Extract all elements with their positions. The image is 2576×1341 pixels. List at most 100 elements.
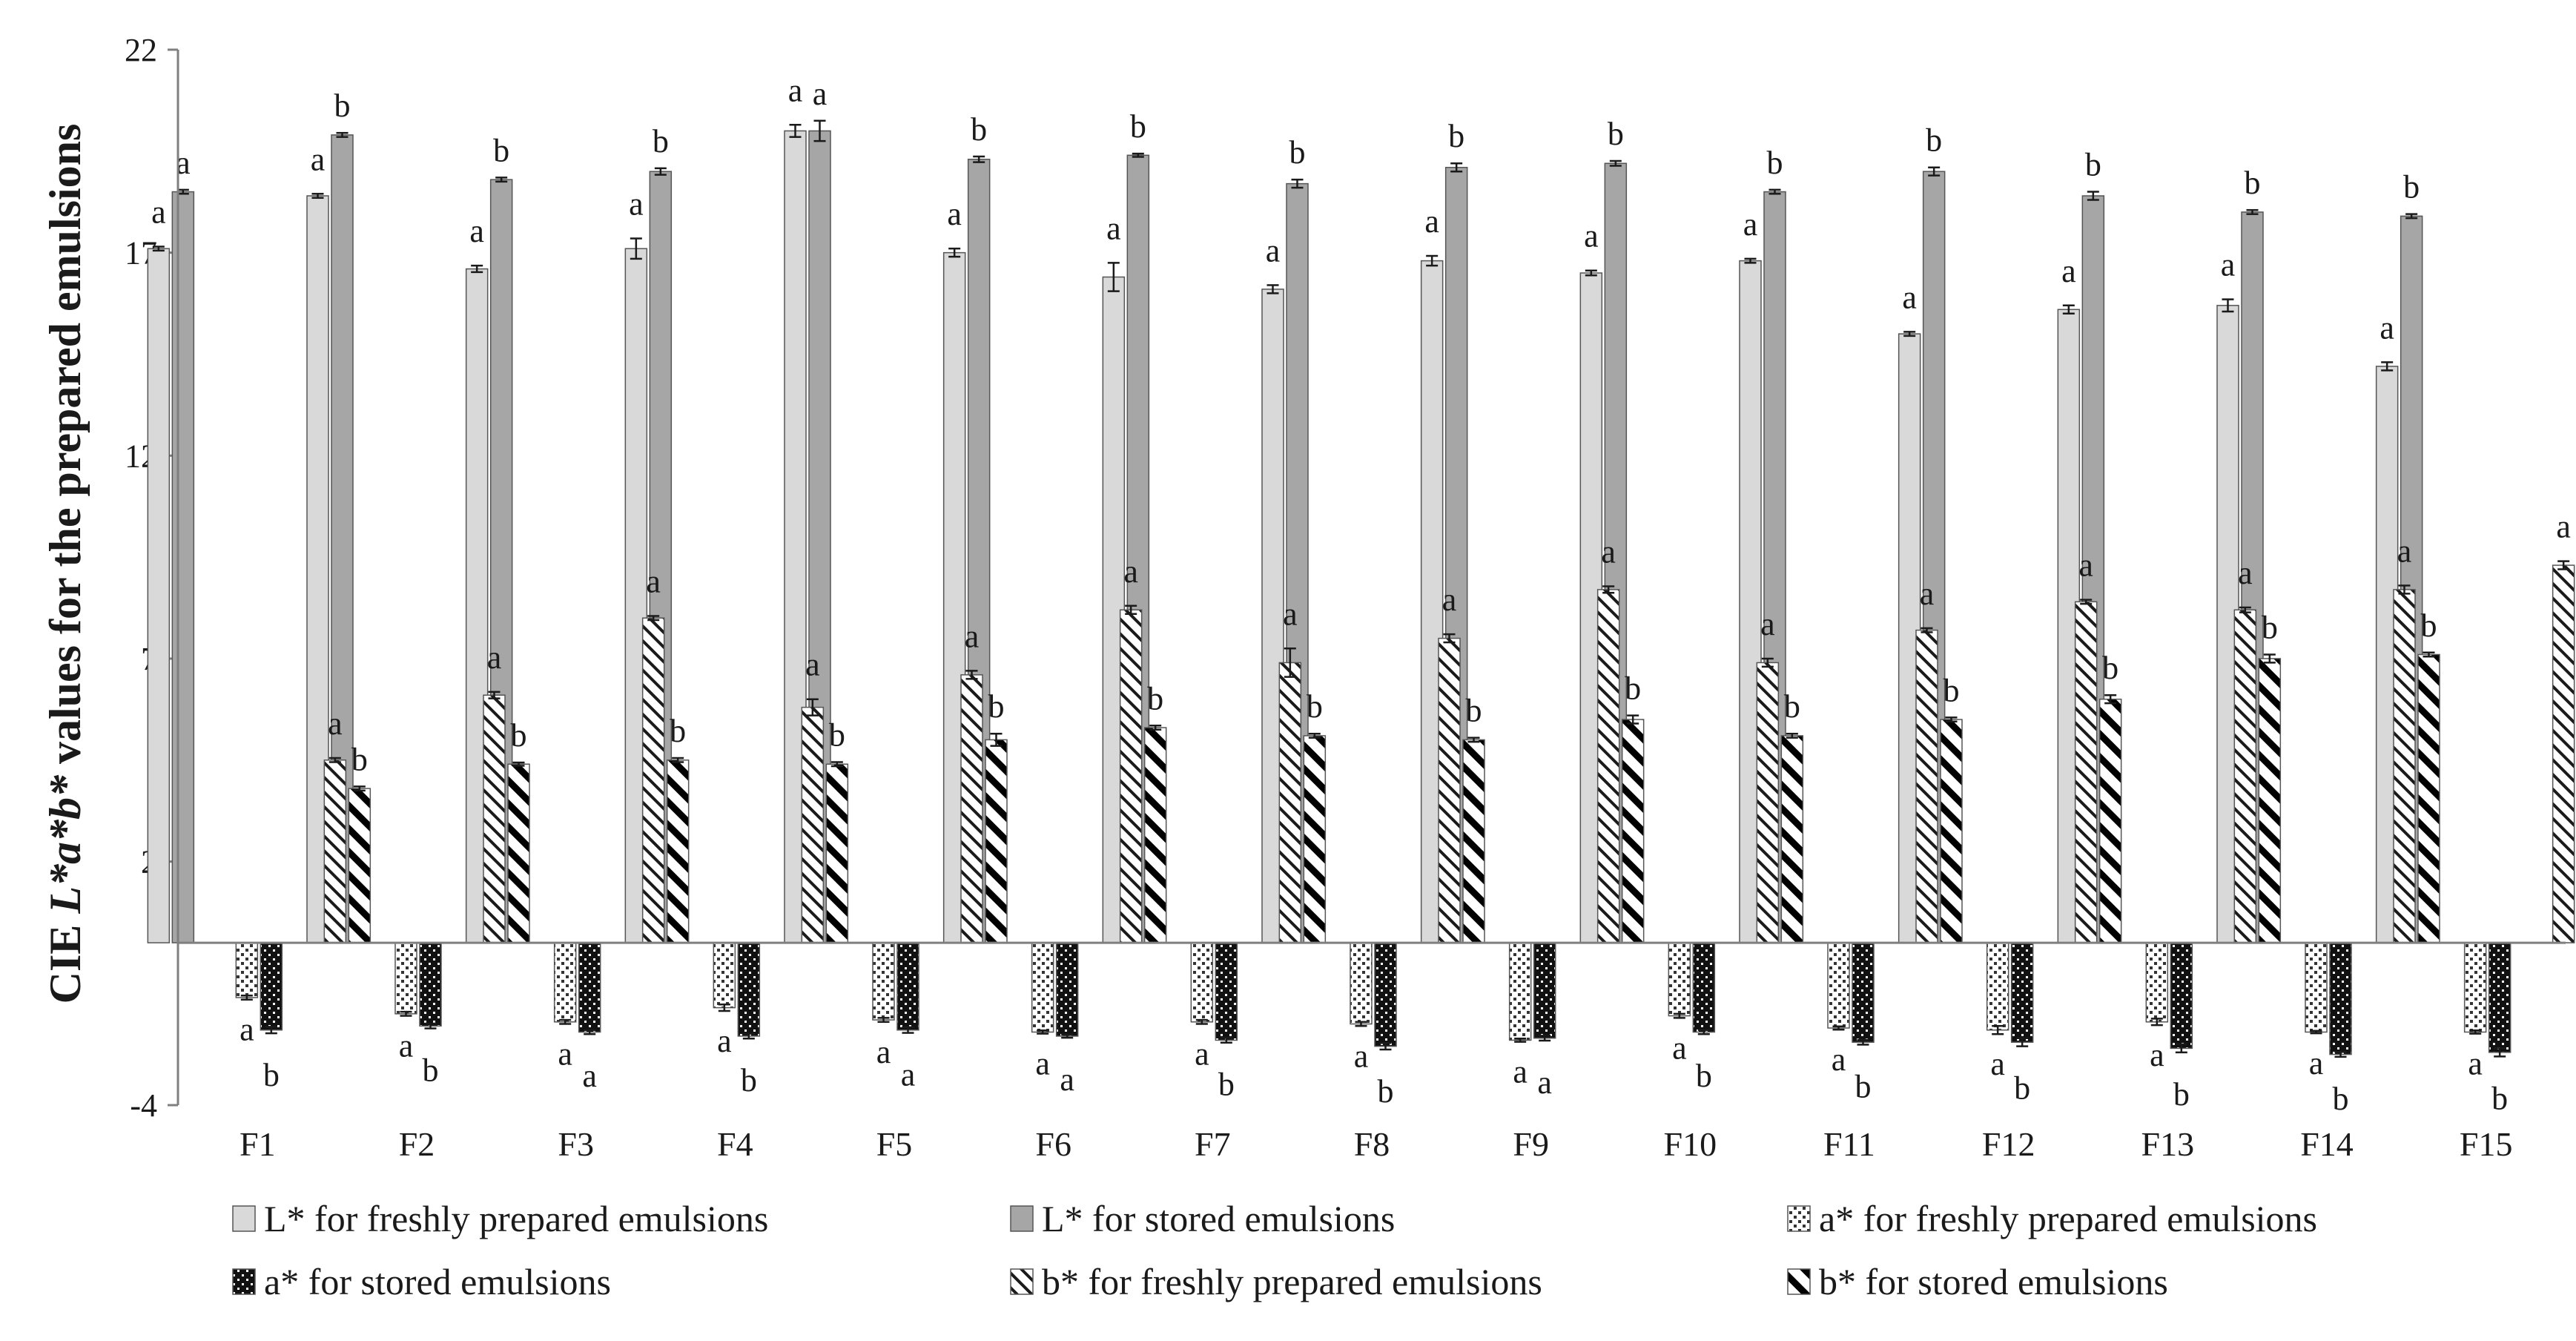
- significance-letter: a: [1035, 1046, 1050, 1082]
- x-category-label: F13: [2141, 1125, 2195, 1163]
- legend-label: a* for stored emulsions: [264, 1261, 611, 1302]
- significance-letter: b: [1378, 1073, 1394, 1110]
- significance-letter: a: [2150, 1037, 2164, 1073]
- legend-label: L* for freshly prepared emulsions: [264, 1198, 768, 1239]
- bar-dotted-f10: [1668, 942, 1691, 1017]
- bar-dark-f1: [171, 191, 195, 943]
- significance-letter: a: [788, 72, 803, 108]
- y-axis-label: CIE L*a*b* values for the prepared emuls…: [41, 124, 90, 1004]
- bar-hatch-thick-f12: [2098, 698, 2122, 943]
- bar-checker-f9: [1533, 942, 1556, 1039]
- significance-letter: a: [1584, 218, 1599, 254]
- significance-letter: b: [1218, 1067, 1235, 1103]
- significance-letter: a: [558, 1036, 572, 1073]
- significance-letter: b: [988, 688, 1005, 725]
- bar-checker-f2: [419, 942, 442, 1027]
- significance-letter: b: [1784, 688, 1800, 725]
- significance-letter: b: [653, 123, 669, 159]
- significance-letter: b: [1608, 116, 1624, 152]
- bar-dotted-f11: [1827, 942, 1850, 1029]
- bar-hatch-thin-f1: [323, 760, 347, 943]
- bar-dotted-f8: [1350, 942, 1373, 1025]
- bar-hatch-thick-f4: [825, 763, 849, 943]
- error-bars: [152, 119, 2570, 1058]
- legend-swatch-dark: [1010, 1205, 1034, 1232]
- significance-letter: a: [646, 563, 661, 599]
- significance-letter: a: [311, 141, 326, 177]
- bar-checker-f6: [1055, 942, 1079, 1037]
- significance-letter: b: [829, 717, 845, 754]
- significance-letter: a: [469, 213, 484, 249]
- legend-swatch-dotted: [1787, 1205, 1811, 1232]
- significance-letter: a: [487, 639, 502, 676]
- bar-checker-f14: [2329, 942, 2352, 1055]
- bar-dotted-f5: [872, 942, 895, 1021]
- bar-checker-f8: [1374, 942, 1397, 1047]
- bar-checker-f10: [1692, 942, 1716, 1033]
- significance-letter: a: [328, 705, 343, 742]
- significance-letter: b: [1147, 680, 1163, 716]
- significance-letter: a: [813, 76, 828, 112]
- significance-letter: a: [1106, 210, 1121, 246]
- x-category-label: F2: [399, 1125, 435, 1163]
- bar-checker-f3: [578, 942, 601, 1033]
- significance-letter: a: [1743, 206, 1758, 243]
- significance-letter: a: [1920, 576, 1935, 612]
- bar-hatch-thin-f3: [641, 617, 665, 943]
- significance-letter: b: [1466, 693, 1482, 729]
- significance-letter: b: [1448, 118, 1464, 154]
- bar-hatch-thin-f4: [801, 706, 825, 943]
- significance-letter: a: [2238, 555, 2253, 591]
- significance-letter: a: [1195, 1036, 1209, 1073]
- significance-letter: b: [1943, 672, 1960, 708]
- x-category-label: F8: [1354, 1125, 1390, 1163]
- significance-letter: b: [2173, 1076, 2190, 1113]
- bar-checker-f15: [2488, 942, 2511, 1053]
- significance-letter: b: [971, 111, 987, 148]
- significance-letter: a: [629, 185, 644, 222]
- bar-dotted-f14: [2305, 942, 2328, 1033]
- significance-letter: b: [2085, 147, 2101, 183]
- bar-hatch-thick-f6: [1143, 727, 1167, 943]
- significance-letter: b: [423, 1052, 439, 1089]
- significance-letter: a: [1060, 1061, 1074, 1098]
- x-category-label: F7: [1195, 1125, 1231, 1163]
- bar-dotted-f7: [1190, 942, 1214, 1023]
- bar-hatch-thick-f5: [985, 739, 1008, 943]
- bar-hatch-thick-f3: [666, 760, 690, 943]
- significance-letter: a: [1266, 232, 1281, 268]
- significance-letter: b: [334, 88, 351, 124]
- bar-dotted-f13: [2145, 942, 2169, 1023]
- significance-letter: a: [901, 1057, 916, 1093]
- significance-letter: a: [151, 194, 166, 230]
- bar-hatch-thin-f8: [1438, 637, 1461, 943]
- bar-checker-f4: [737, 942, 761, 1037]
- bar-dotted-f6: [1031, 942, 1054, 1033]
- significance-letter: b: [1767, 145, 1783, 181]
- significance-letter: b: [2102, 650, 2118, 686]
- significance-letter: b: [493, 132, 509, 168]
- significance-letter: a: [1832, 1041, 1846, 1078]
- legend-swatch-hatch-thick: [1787, 1268, 1811, 1295]
- bar-checker-f12: [2010, 942, 2034, 1043]
- significance-letter: a: [1283, 596, 1298, 632]
- significance-letter: b: [1855, 1068, 1872, 1104]
- bar-dotted-f3: [553, 942, 577, 1023]
- bar-hatch-thin-f7: [1278, 662, 1302, 943]
- significance-letter: b: [2403, 169, 2420, 205]
- significance-letter: a: [2309, 1045, 2324, 1081]
- significance-letter: a: [965, 618, 980, 654]
- significance-letter: b: [2245, 165, 2261, 201]
- x-category-label: F5: [876, 1125, 913, 1163]
- bar-hatch-thick-f9: [1621, 719, 1645, 943]
- legend-label: a* for freshly prepared emulsions: [1819, 1198, 2317, 1239]
- x-category-label: F4: [717, 1125, 753, 1163]
- bar-hatch-thin-f14: [2393, 589, 2416, 943]
- bar-hatch-thin-f13: [2233, 609, 2257, 943]
- x-category-label: F14: [2300, 1125, 2354, 1163]
- significance-letter: a: [2380, 309, 2394, 346]
- significance-letter: a: [1442, 581, 1457, 618]
